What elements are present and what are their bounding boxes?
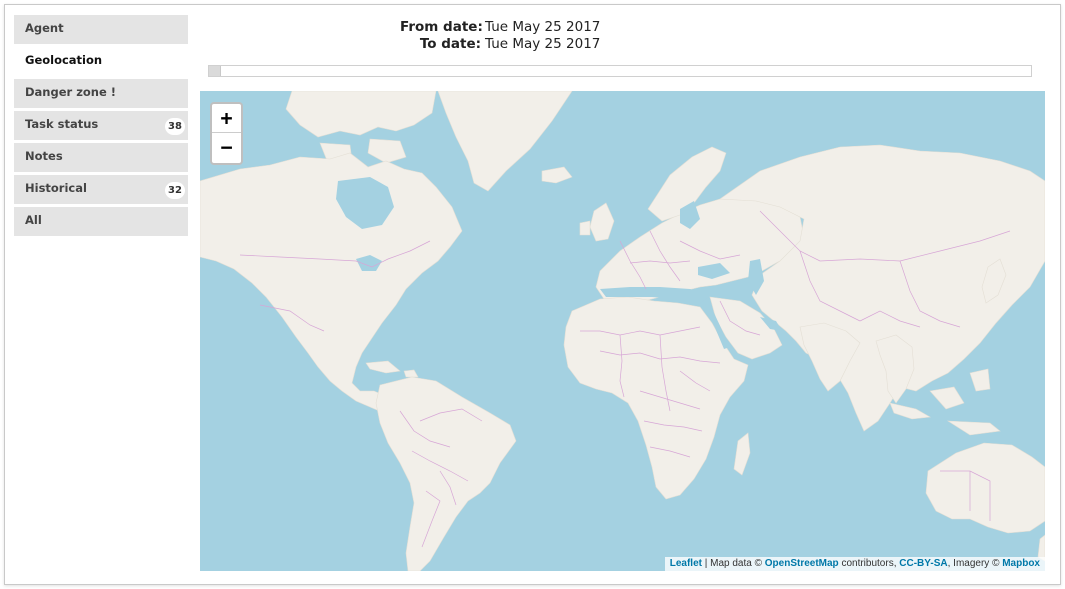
cc-by-sa-link[interactable]: CC-BY-SA xyxy=(899,558,948,569)
mediterranean-sea xyxy=(600,287,712,303)
japan-landmass xyxy=(981,258,1007,304)
caspian-sea xyxy=(748,259,764,295)
australia-landmass xyxy=(925,442,1045,534)
south-america-landmass xyxy=(375,376,517,571)
sidebar-item-label: Notes xyxy=(25,149,63,163)
sidebar-item-task-status[interactable]: Task status 38 xyxy=(14,111,188,140)
map-tiles xyxy=(200,91,1045,571)
sidebar-item-notes[interactable]: Notes xyxy=(14,143,188,172)
from-date-value: Tue May 25 2017 xyxy=(485,19,601,35)
sidebar-item-label: All xyxy=(25,213,42,227)
scandinavia-landmass xyxy=(647,146,727,222)
greenland-landmass xyxy=(437,91,573,192)
persian-gulf xyxy=(760,317,782,331)
world-map[interactable]: + − Leaflet | Map data © OpenStreetMap c… xyxy=(200,91,1045,571)
us-canada-border xyxy=(239,240,431,268)
north-america-landmass xyxy=(200,152,463,438)
timeline-slider[interactable] xyxy=(208,65,1032,77)
zoom-control: + − xyxy=(210,102,243,165)
imagery-text: , Imagery © xyxy=(947,558,1000,569)
sidebar-item-agent[interactable]: Agent xyxy=(14,15,188,44)
sidebar-item-geolocation[interactable]: Geolocation xyxy=(14,47,188,76)
to-date-label: To date: xyxy=(419,36,481,52)
sidebar-item-danger-zone[interactable]: Danger zone ! xyxy=(14,79,188,108)
sidebar: Agent Geolocation Danger zone ! Task sta… xyxy=(14,15,188,239)
leaflet-link[interactable]: Leaflet xyxy=(669,558,702,569)
zoom-in-button[interactable]: + xyxy=(212,104,241,133)
to-date-row: To date: Tue May 25 2017 xyxy=(400,36,601,53)
us-mexico-border xyxy=(259,304,325,332)
from-date-row: From date: Tue May 25 2017 xyxy=(400,19,600,36)
sidebar-item-label: Danger zone ! xyxy=(25,85,117,99)
british-isles-landmass xyxy=(589,202,615,242)
timeline-slider-handle[interactable] xyxy=(209,66,221,76)
sidebar-item-label: Task status xyxy=(25,117,99,131)
openstreetmap-link[interactable]: OpenStreetMap xyxy=(764,558,839,569)
sidebar-item-historical[interactable]: Historical 32 xyxy=(14,175,188,204)
black-sea xyxy=(698,263,730,279)
count-badge: 32 xyxy=(165,182,185,199)
count-badge: 38 xyxy=(165,118,185,135)
mapbox-link[interactable]: Mapbox xyxy=(1002,558,1040,569)
map-data-text: Map data © xyxy=(710,558,762,569)
date-range: From date: Tue May 25 2017 To date: Tue Ma… xyxy=(400,19,600,53)
great-lakes xyxy=(356,255,382,271)
attribution-separator: | xyxy=(704,558,708,569)
india-landmass xyxy=(799,322,861,392)
africa-landmass xyxy=(563,296,749,500)
red-sea xyxy=(708,311,730,349)
sidebar-item-label: Geolocation xyxy=(25,53,103,67)
arabia-landmass xyxy=(709,296,783,360)
arctic-islands xyxy=(285,91,437,138)
sidebar-item-label: Agent xyxy=(25,21,64,35)
baltic-sea xyxy=(680,201,700,229)
contributors-text: contributors, xyxy=(841,558,897,569)
sidebar-item-all[interactable]: All xyxy=(14,207,188,236)
sidebar-item-label: Historical xyxy=(25,181,87,195)
zoom-out-button[interactable]: − xyxy=(220,135,233,159)
map-attribution: Leaflet | Map data © OpenStreetMap contr… xyxy=(664,557,1045,571)
from-date-label: From date: xyxy=(400,19,483,35)
to-date-value: Tue May 25 2017 xyxy=(485,36,601,52)
hudson-bay xyxy=(336,177,394,229)
